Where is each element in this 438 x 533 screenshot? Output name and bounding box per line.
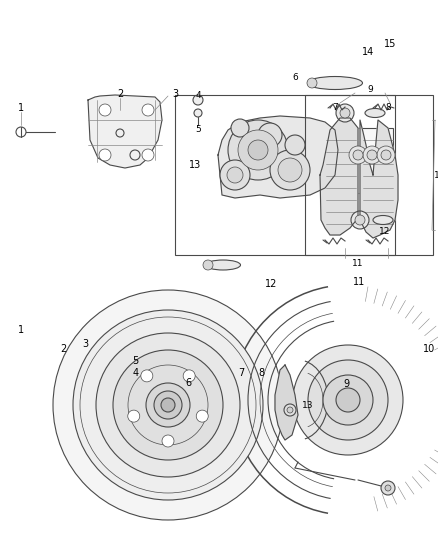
Circle shape bbox=[231, 119, 249, 137]
Circle shape bbox=[308, 360, 388, 440]
Text: 2: 2 bbox=[117, 89, 123, 99]
Circle shape bbox=[196, 410, 208, 422]
Text: 1: 1 bbox=[18, 326, 24, 335]
Text: 8: 8 bbox=[385, 103, 391, 112]
Circle shape bbox=[270, 150, 310, 190]
Polygon shape bbox=[320, 118, 358, 235]
Circle shape bbox=[377, 146, 395, 164]
Circle shape bbox=[194, 109, 202, 117]
Text: 14: 14 bbox=[362, 47, 374, 57]
Text: 13: 13 bbox=[189, 160, 201, 170]
Circle shape bbox=[96, 333, 240, 477]
Text: 4: 4 bbox=[195, 92, 201, 101]
Circle shape bbox=[363, 146, 381, 164]
Circle shape bbox=[238, 130, 278, 170]
Circle shape bbox=[220, 160, 250, 190]
Circle shape bbox=[154, 391, 182, 419]
Text: 7: 7 bbox=[332, 103, 338, 112]
Bar bbox=[305, 95, 433, 255]
Circle shape bbox=[349, 146, 367, 164]
Text: 3: 3 bbox=[82, 339, 88, 349]
Ellipse shape bbox=[365, 109, 385, 117]
Circle shape bbox=[193, 95, 203, 105]
Circle shape bbox=[116, 129, 124, 137]
Circle shape bbox=[285, 135, 305, 155]
Circle shape bbox=[161, 398, 175, 412]
Text: 5: 5 bbox=[195, 125, 201, 134]
Circle shape bbox=[113, 350, 223, 460]
Circle shape bbox=[99, 104, 111, 116]
Ellipse shape bbox=[307, 77, 363, 90]
Text: 6: 6 bbox=[292, 74, 298, 83]
Text: 9: 9 bbox=[367, 85, 373, 93]
Polygon shape bbox=[218, 116, 338, 198]
Circle shape bbox=[130, 150, 140, 160]
Circle shape bbox=[355, 215, 365, 225]
Bar bbox=[175, 95, 395, 255]
Circle shape bbox=[336, 388, 360, 412]
Polygon shape bbox=[275, 365, 298, 440]
Circle shape bbox=[73, 310, 263, 500]
Circle shape bbox=[323, 375, 373, 425]
Circle shape bbox=[353, 150, 363, 160]
Circle shape bbox=[142, 149, 154, 161]
Circle shape bbox=[248, 140, 268, 160]
Text: 15: 15 bbox=[384, 39, 396, 49]
Circle shape bbox=[340, 108, 350, 118]
Circle shape bbox=[53, 290, 283, 520]
Circle shape bbox=[258, 123, 282, 147]
Text: 8: 8 bbox=[259, 368, 265, 378]
Polygon shape bbox=[88, 95, 162, 168]
Text: 5: 5 bbox=[133, 357, 139, 366]
Circle shape bbox=[142, 104, 154, 116]
Circle shape bbox=[336, 104, 354, 122]
Text: 11: 11 bbox=[353, 278, 365, 287]
Circle shape bbox=[227, 167, 243, 183]
Text: 6: 6 bbox=[185, 378, 191, 387]
Polygon shape bbox=[360, 120, 398, 238]
Circle shape bbox=[228, 120, 288, 180]
Text: 3: 3 bbox=[172, 89, 178, 99]
Text: 10: 10 bbox=[423, 344, 435, 354]
Circle shape bbox=[367, 150, 377, 160]
Circle shape bbox=[16, 127, 26, 137]
Circle shape bbox=[351, 211, 369, 229]
Text: 12: 12 bbox=[379, 228, 391, 237]
Text: 12: 12 bbox=[265, 279, 278, 288]
Text: 10: 10 bbox=[434, 171, 438, 180]
Circle shape bbox=[80, 317, 256, 493]
Circle shape bbox=[183, 370, 195, 382]
Circle shape bbox=[146, 383, 190, 427]
Circle shape bbox=[287, 407, 293, 413]
Text: 1: 1 bbox=[18, 103, 24, 113]
Circle shape bbox=[278, 158, 302, 182]
Circle shape bbox=[128, 410, 140, 422]
Text: 11: 11 bbox=[352, 259, 364, 268]
Text: 7: 7 bbox=[238, 368, 244, 378]
Text: 9: 9 bbox=[343, 379, 349, 389]
Circle shape bbox=[99, 149, 111, 161]
Ellipse shape bbox=[373, 215, 393, 224]
Circle shape bbox=[381, 481, 395, 495]
Circle shape bbox=[203, 260, 213, 270]
Circle shape bbox=[385, 485, 391, 491]
Circle shape bbox=[307, 78, 317, 88]
Ellipse shape bbox=[205, 260, 240, 270]
Bar bbox=[350, 128, 393, 193]
Circle shape bbox=[284, 404, 296, 416]
Circle shape bbox=[141, 370, 153, 382]
Circle shape bbox=[162, 435, 174, 447]
Text: 4: 4 bbox=[133, 368, 139, 378]
Text: 2: 2 bbox=[60, 344, 67, 354]
Circle shape bbox=[293, 345, 403, 455]
Circle shape bbox=[381, 150, 391, 160]
Text: 13: 13 bbox=[302, 400, 314, 409]
Circle shape bbox=[128, 365, 208, 445]
